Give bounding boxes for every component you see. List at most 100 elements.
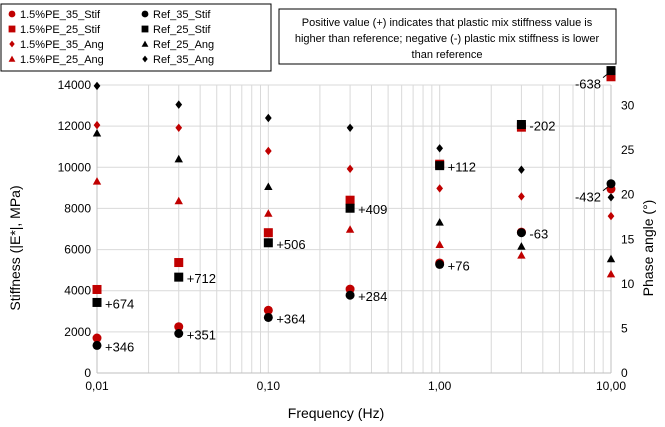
y-left-tick-label: 14000 xyxy=(58,78,92,92)
annotation-label: +112 xyxy=(448,160,476,175)
point-ref-25-stif xyxy=(92,297,102,307)
point-ref-35-ang xyxy=(607,193,615,202)
point-1-5-pe-25-ang xyxy=(606,269,616,278)
legend-marker xyxy=(142,55,148,63)
point-ref-35-stif xyxy=(606,179,616,189)
legend-marker xyxy=(141,25,149,33)
point-1-5-pe-25-ang xyxy=(264,209,273,217)
y-right-tick-label: 20 xyxy=(621,188,635,202)
x-axis-title: Frequency (Hz) xyxy=(288,405,384,421)
legend-marker xyxy=(141,40,149,47)
legend-label: Ref_35_Stif xyxy=(153,9,211,21)
legend-label: Ref_25_Stif xyxy=(153,24,211,36)
point-ref-25-ang xyxy=(92,128,102,137)
x-tick-label: 0,01 xyxy=(85,379,109,393)
point-1-5-pe-25-ang xyxy=(92,177,102,185)
point-ref-35-ang xyxy=(346,123,354,132)
point-1-5-pe-25-ang xyxy=(517,251,526,259)
point-1-5-pe-35-ang xyxy=(264,146,272,156)
y-axis-left-title: Stiffness (|E*|, MPa) xyxy=(7,185,23,310)
note-box: Positive value (+) indicates that plasti… xyxy=(278,8,617,65)
point-ref-35-ang xyxy=(518,165,525,174)
y-right-tick-label: 5 xyxy=(621,321,628,335)
point-ref-25-ang xyxy=(435,218,444,226)
point-ref-35-stif xyxy=(263,312,273,322)
annotation-label: -432 xyxy=(575,190,601,205)
annotation-label: +674 xyxy=(105,296,134,311)
annotation-label: -638 xyxy=(575,77,601,92)
annotation-label: +712 xyxy=(187,271,216,286)
point-ref-25-ang xyxy=(606,254,616,263)
annotation-label: +364 xyxy=(276,311,305,326)
point-ref-35-stif xyxy=(345,290,355,300)
legend-marker xyxy=(141,10,149,18)
point-ref-35-stif xyxy=(92,340,102,350)
point-ref-25-ang xyxy=(345,203,355,212)
legend-label: 1.5%PE_35_Ang xyxy=(20,39,104,51)
legend-marker xyxy=(9,40,15,48)
y-left-tick-label: 4000 xyxy=(64,284,91,298)
x-tick-label: 0,10 xyxy=(257,379,281,393)
point-ref-25-stif xyxy=(435,161,445,171)
point-1-5-pe-25-ang xyxy=(345,225,355,233)
annotation-label: +76 xyxy=(448,258,470,273)
point-1-5-pe-35-ang xyxy=(436,184,444,193)
point-1-5-pe-25-stif xyxy=(174,258,184,268)
point-ref-35-ang xyxy=(436,144,444,153)
legend-label: 1.5%PE_25_Stif xyxy=(20,24,101,36)
point-1-5-pe-25-stif xyxy=(606,72,616,82)
note-line-1: Positive value (+) indicates that plasti… xyxy=(302,17,593,29)
data-marks xyxy=(92,66,616,350)
point-1-5-pe-25-ang xyxy=(174,196,183,205)
point-1-5-pe-35-ang xyxy=(175,123,183,132)
legend-label: Ref_25_Ang xyxy=(153,39,214,51)
point-ref-35-ang xyxy=(93,81,101,91)
point-1-5-pe-25-stif xyxy=(263,228,273,238)
point-ref-25-ang xyxy=(264,182,273,191)
point-ref-25-ang xyxy=(517,242,526,250)
point-ref-35-stif xyxy=(435,259,445,269)
legend-label: 1.5%PE_25_Ang xyxy=(20,54,104,66)
legend-marker xyxy=(8,55,16,62)
y-left-tick-label: 12000 xyxy=(58,119,92,133)
point-1-5-pe-35-ang xyxy=(518,192,525,201)
y-right-tick-label: 25 xyxy=(621,143,635,157)
annotation-label: -63 xyxy=(529,227,548,242)
annotations: +346 +674 +351 +712 +364 +506 +284 +409 +76 +112 -… xyxy=(105,73,609,354)
y-right-tick-label: 30 xyxy=(621,99,635,113)
point-ref-25-ang xyxy=(174,154,183,163)
annotation-label: +346 xyxy=(105,339,134,354)
annotation-label: -202 xyxy=(529,118,555,133)
x-tick-label: 10,00 xyxy=(596,379,626,393)
y-left-tick-label: 2000 xyxy=(64,325,91,339)
y-right-tick-label: 0 xyxy=(621,366,628,380)
y-left-tick-label: 8000 xyxy=(64,201,91,215)
x-tick-label: 1,00 xyxy=(428,379,452,393)
note-line-2: higher than reference; negative (-) plas… xyxy=(295,33,600,45)
point-1-5-pe-35-ang xyxy=(346,164,354,174)
point-1-5-pe-25-stif xyxy=(92,284,102,294)
legend-marker xyxy=(8,25,16,33)
annotation-label: +409 xyxy=(358,202,387,217)
point-ref-25-stif xyxy=(606,66,616,76)
y-right-tick-label: 10 xyxy=(621,277,635,291)
point-ref-35-ang xyxy=(175,100,183,109)
y-axis-right-title: Phase angle (°) xyxy=(640,200,656,297)
note-line-3: than reference xyxy=(412,49,483,61)
point-1-5-pe-25-ang xyxy=(435,240,444,248)
annotation-label: +284 xyxy=(358,289,387,304)
point-1-5-pe-35-stif xyxy=(92,333,102,343)
point-ref-35-stif xyxy=(516,228,526,238)
point-1-5-pe-35-stif xyxy=(174,322,184,332)
y-left-tick-label: 0 xyxy=(84,366,91,380)
point-1-5-pe-35-stif xyxy=(345,284,355,294)
point-1-5-pe-25-stif xyxy=(345,195,355,205)
annotation-leader xyxy=(602,186,609,192)
legend-label: 1.5%PE_35_Stif xyxy=(20,9,101,21)
point-1-5-pe-35-ang xyxy=(93,120,101,130)
point-1-5-pe-35-stif xyxy=(263,305,273,315)
point-ref-35-ang xyxy=(264,113,272,123)
legend-label: Ref_35_Ang xyxy=(153,54,214,66)
legend: 1.5%PE_35_Stif Ref_35_Stif 1.5%PE_25_Stif R… xyxy=(0,3,272,72)
